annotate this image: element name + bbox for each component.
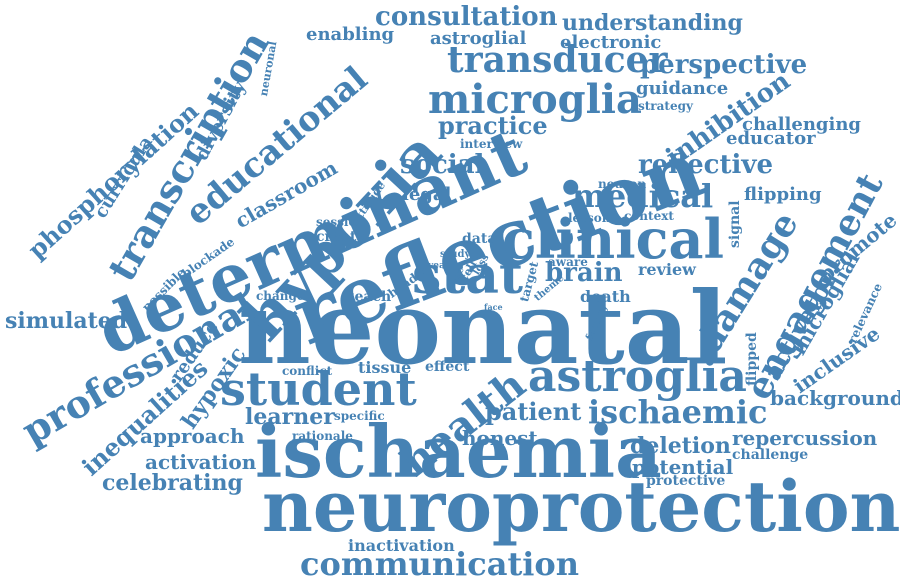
word: create [316, 229, 366, 245]
word: simulated [5, 308, 128, 334]
word: student [220, 362, 417, 416]
word: practice [438, 111, 548, 140]
word: transducer [447, 39, 668, 81]
word: guidance [636, 78, 729, 99]
word: data [462, 231, 497, 247]
word: clinical [502, 207, 725, 271]
word: enabling [306, 24, 395, 45]
word: flipping [744, 184, 822, 205]
word: ischaemia [255, 409, 662, 494]
word: perspective [640, 50, 808, 80]
word: protective [646, 473, 726, 489]
word: neuroprotection [262, 465, 900, 548]
word: honest [462, 426, 538, 450]
word: potential [632, 455, 734, 479]
word: rationale [292, 429, 353, 443]
word: lesson [568, 211, 611, 225]
word: effect [425, 359, 470, 375]
word: aware [548, 255, 588, 269]
word: communication [300, 545, 579, 580]
word: inactivation [348, 536, 455, 555]
word: face [484, 302, 503, 312]
word: context [624, 209, 674, 223]
word: microglia [428, 76, 642, 123]
word: electronic [560, 32, 662, 53]
word: challenging [742, 114, 862, 135]
word: year [428, 261, 450, 271]
word: death [580, 287, 631, 306]
word: understanding [562, 10, 743, 36]
word: strategy [638, 99, 693, 113]
word: stat [412, 245, 524, 306]
word: reflective [638, 150, 774, 180]
word: deletion [630, 433, 731, 459]
word: brain [545, 258, 623, 288]
word: review [638, 260, 696, 279]
word: interview [460, 137, 523, 151]
word: ischaemic [588, 393, 768, 431]
word: approach [140, 424, 245, 448]
word: social [400, 150, 485, 180]
word: neonatal [238, 269, 728, 387]
word: tissue [358, 358, 412, 377]
word: consultation [375, 2, 558, 32]
word: teach [348, 289, 392, 305]
word: neuron [598, 177, 647, 191]
word: patient [485, 397, 582, 426]
word: specific [334, 409, 385, 423]
word: signal [727, 200, 743, 248]
word: astroglia [528, 351, 747, 402]
word: astroglial [430, 28, 527, 49]
word: legal [402, 184, 452, 205]
word: celebrating [102, 470, 243, 496]
word: medical [572, 177, 714, 215]
word: educator [726, 128, 816, 149]
word: background [770, 386, 900, 410]
word: challenge [732, 447, 809, 463]
word: flipped [744, 332, 760, 386]
word: change [256, 289, 305, 303]
word: learner [245, 404, 335, 430]
word: session [316, 215, 366, 229]
word: conflict [282, 364, 333, 378]
word: repercussion [732, 426, 878, 450]
word: activation [145, 450, 257, 474]
word: study [440, 249, 471, 260]
